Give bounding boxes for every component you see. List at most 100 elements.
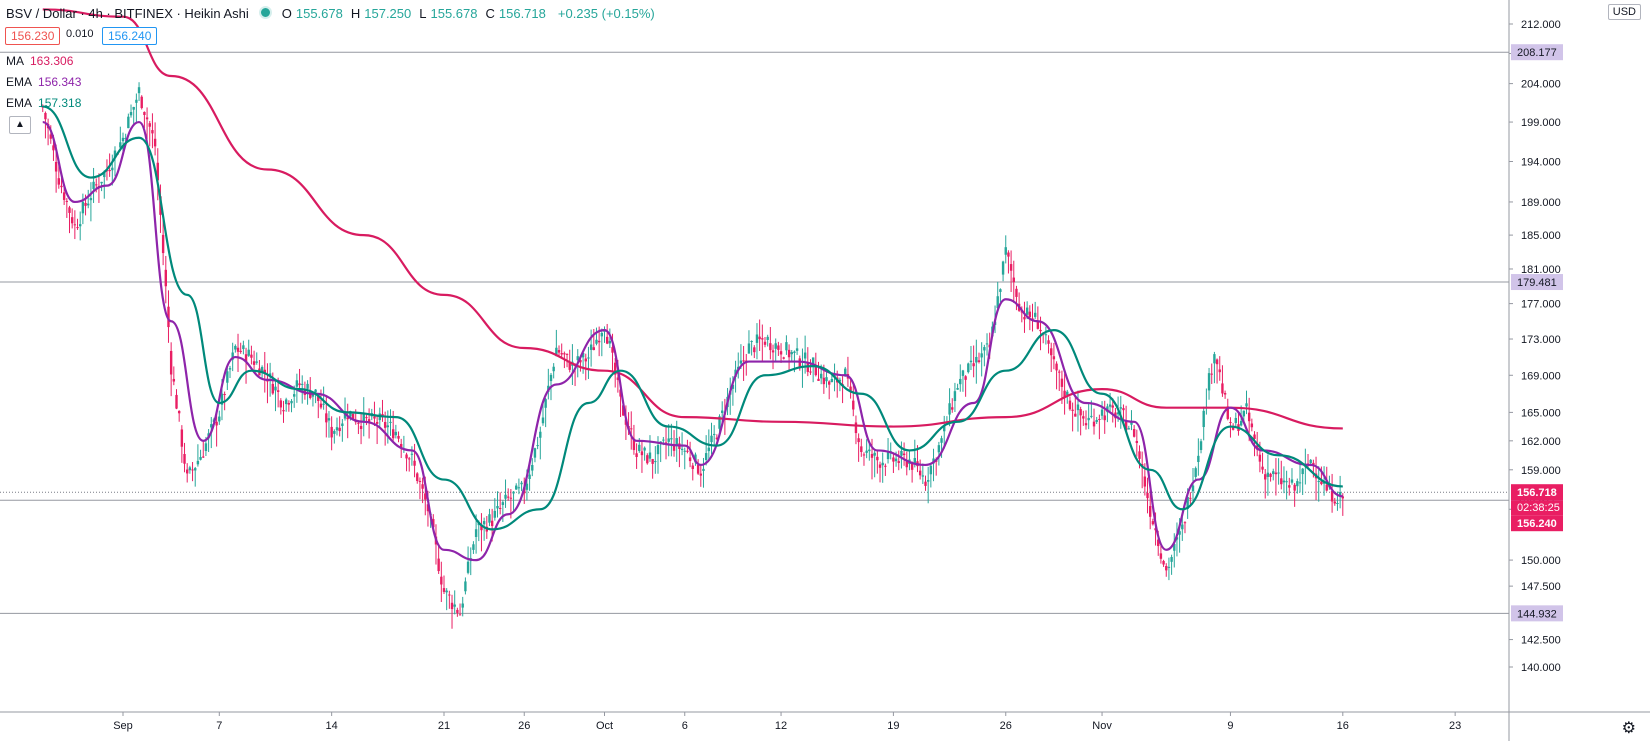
gear-icon[interactable]: ⚙ <box>1621 720 1636 737</box>
candle-body <box>448 594 451 596</box>
candle-body <box>1025 307 1029 315</box>
sell-price-box[interactable]: 156.230 <box>5 27 61 45</box>
candle-body <box>688 457 692 462</box>
candle-body <box>844 368 847 377</box>
candle-body <box>654 461 657 463</box>
candle-body <box>231 352 234 360</box>
indicator-ema-1[interactable]: EMA 156.343 <box>6 75 81 89</box>
candle-body <box>972 363 975 367</box>
indicator-line-1 <box>42 120 1344 562</box>
candle-body <box>1055 363 1058 371</box>
price-tick-label: 204.000 <box>1521 79 1561 91</box>
candle-body <box>817 378 820 381</box>
candle-body <box>1239 420 1243 426</box>
candle-body <box>862 454 866 456</box>
candle-body <box>999 289 1002 292</box>
candle-body <box>338 427 341 432</box>
candle-body <box>565 353 569 355</box>
price-tick-label: 165.000 <box>1521 407 1561 419</box>
candle-body <box>555 347 558 357</box>
candle-body <box>480 524 483 531</box>
candle-body <box>501 502 505 505</box>
price-tick-label: 142.500 <box>1521 635 1561 647</box>
ohlc-item: O 155.678 <box>282 6 347 21</box>
candle-body <box>279 400 283 408</box>
candle-body <box>413 460 416 466</box>
candle-body <box>672 444 676 451</box>
candle-body <box>940 438 943 443</box>
candle-body <box>1087 417 1090 421</box>
currency-button[interactable]: USD <box>1607 4 1641 20</box>
symbol-title[interactable]: BSV / Dollar · 4h · BITFINEX · Heikin As… <box>6 6 249 21</box>
candle-body <box>782 357 785 359</box>
candle-body <box>1127 428 1130 430</box>
candle-body <box>870 453 874 458</box>
candle-body <box>910 463 914 470</box>
candle-body <box>1181 524 1184 530</box>
candle-body <box>87 203 90 206</box>
candle-body <box>301 383 304 385</box>
candle-body <box>1076 404 1080 411</box>
candle-body <box>1288 485 1291 488</box>
candle-body <box>568 362 571 370</box>
candle-body <box>686 450 689 452</box>
buy-price-box[interactable]: 156.240 <box>102 27 158 45</box>
indicator-ema-2[interactable]: EMA 157.318 <box>6 96 81 110</box>
candle-body <box>333 431 336 434</box>
candle-body <box>1253 434 1256 439</box>
candle-body <box>913 457 916 465</box>
candle-body <box>1082 416 1085 419</box>
candle-body <box>362 413 365 422</box>
chevron-up-icon[interactable]: ▲ <box>9 116 31 134</box>
candle-body <box>1098 418 1101 420</box>
candle-body <box>507 496 510 498</box>
candle-body <box>440 576 443 585</box>
price-tick-label: 147.500 <box>1521 581 1561 593</box>
candle-body <box>632 438 636 451</box>
time-tick-label: 12 <box>775 720 787 732</box>
candle-body <box>795 348 799 351</box>
candle-body <box>1320 481 1323 485</box>
candle-body <box>121 137 125 142</box>
candle-body <box>525 483 529 490</box>
candle-body <box>552 366 555 372</box>
candle-body <box>539 431 542 438</box>
candle-body <box>953 391 957 402</box>
time-axis[interactable]: Sep 7 14 21 26 Oct 6 12 19 26 Nov 9 16 23 <box>0 711 1650 732</box>
candle-body <box>295 380 299 387</box>
candle-body <box>1285 481 1288 483</box>
indicator-ma[interactable]: MA 163.306 <box>6 54 73 68</box>
candle-body <box>964 376 967 380</box>
candle-body <box>961 370 965 376</box>
candle-body <box>1336 502 1339 504</box>
candle-body <box>638 444 641 451</box>
candle-body <box>311 394 315 397</box>
candle-body <box>1100 409 1104 416</box>
candle-body <box>1033 312 1037 317</box>
time-tick-label: 7 <box>216 720 222 732</box>
candle-body <box>426 504 430 512</box>
candle-body <box>707 447 711 452</box>
candle-body <box>482 521 486 525</box>
candle-body <box>873 452 876 456</box>
candle-body <box>65 200 69 202</box>
candle-body <box>89 198 93 201</box>
candle-body <box>1028 311 1032 318</box>
last-price-label: 156.718 <box>1517 487 1557 499</box>
candle-body <box>367 419 371 422</box>
candle-body <box>1173 543 1176 551</box>
candle-body <box>442 588 446 592</box>
candle-body <box>290 400 293 404</box>
candle-body <box>1296 481 1299 487</box>
countdown-box <box>1511 500 1563 516</box>
candle-body <box>630 428 633 430</box>
price-axis[interactable]: 212.000208.000204.000199.000194.000189.0… <box>1508 0 1561 741</box>
candle-body <box>1338 492 1342 497</box>
time-tick-label: 23 <box>1449 720 1461 732</box>
candle-body <box>161 234 165 254</box>
candle-body <box>490 520 494 527</box>
candle-body <box>44 112 47 120</box>
candle-body <box>1226 406 1229 419</box>
candle-body <box>985 343 989 345</box>
